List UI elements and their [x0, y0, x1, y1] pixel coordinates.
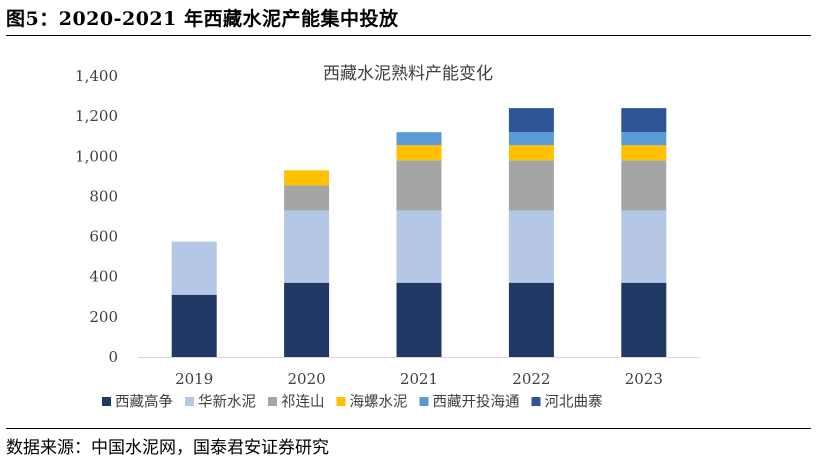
bottom-rule [6, 428, 811, 429]
bar-segment [508, 210, 554, 283]
y-tick-label: 1,400 [75, 67, 118, 85]
legend-swatch [185, 397, 194, 406]
figure-title: 图5：2020-2021 年西藏水泥产能集中投放 [6, 8, 399, 30]
bar-segment [508, 160, 554, 211]
y-tick-label: 200 [89, 308, 118, 326]
bar-segment [284, 282, 330, 357]
bar-segment [396, 132, 442, 146]
bar-segment [171, 294, 217, 357]
bar-segment [396, 210, 442, 283]
legend-swatch [336, 397, 346, 406]
top-rule [6, 35, 811, 36]
bar-segment [396, 145, 442, 161]
legend-label: 西藏开投海通 [433, 394, 520, 411]
bar-segment [171, 241, 217, 295]
data-source: 数据来源：中国水泥网，国泰君安证券研究 [6, 438, 329, 458]
x-tick-label: 2020 [288, 370, 326, 388]
x-tick-label: 2022 [512, 370, 550, 388]
legend-swatch [531, 397, 541, 406]
bar-segment [621, 160, 667, 211]
legend-label: 祁连山 [281, 394, 325, 411]
bar-segment [621, 108, 667, 133]
bar-segment [284, 170, 330, 186]
legend-swatch [102, 397, 111, 406]
legend: 西藏高争 华新水泥 祁连山 海螺水泥 西藏开投海通 河北曲寨 [102, 393, 603, 411]
x-tick-label: 2021 [400, 370, 438, 388]
bar-segment [508, 108, 554, 133]
bar-segment [621, 145, 667, 161]
bar-segment [508, 145, 554, 161]
bar-segment [621, 282, 667, 357]
bar-segment [508, 282, 554, 357]
y-axis: 0 200 400 600 800 1,000 1,200 1,400 [75, 67, 118, 366]
chart-title: 西藏水泥熟料产能变化 [323, 63, 493, 84]
x-axis: 2019 2020 2021 2022 2023 [138, 357, 700, 388]
bar-segment [396, 160, 442, 211]
legend-label: 海螺水泥 [350, 394, 408, 411]
legend-label: 西藏高争 [115, 393, 173, 411]
bar-segment [621, 210, 667, 283]
y-tick-label: 800 [89, 187, 118, 205]
y-tick-label: 600 [89, 228, 118, 246]
x-tick-label: 2023 [625, 370, 663, 388]
bar-segment [508, 132, 554, 146]
y-tick-label: 1,200 [75, 107, 118, 125]
legend-label: 华新水泥 [198, 394, 256, 411]
y-tick-label: 400 [89, 268, 118, 286]
legend-label: 河北曲寨 [545, 393, 603, 411]
bar-segment [284, 210, 330, 283]
bar-segment [284, 185, 330, 211]
legend-swatch [419, 397, 429, 406]
y-tick-label: 1,000 [75, 147, 118, 165]
legend-swatch [268, 397, 277, 406]
x-tick-label: 2019 [175, 370, 213, 388]
bar-segment [621, 132, 667, 146]
bars [171, 108, 667, 357]
y-tick-label: 0 [108, 348, 118, 366]
bar-segment [396, 282, 442, 357]
